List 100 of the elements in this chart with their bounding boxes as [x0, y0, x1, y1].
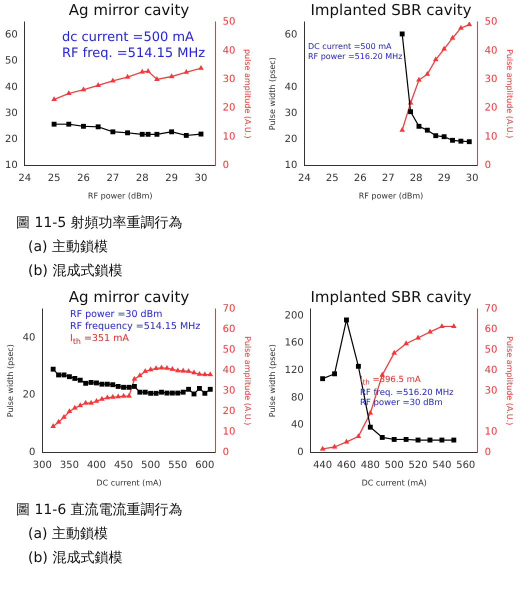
- y2-tick-label: 30: [484, 74, 498, 85]
- point: [56, 372, 62, 378]
- point: [332, 371, 337, 376]
- x-tick-label: 560: [456, 460, 476, 471]
- point: [198, 66, 204, 70]
- annotation: DC current =500 mA: [308, 42, 392, 52]
- point: [186, 386, 192, 392]
- y2-tick-label: 40: [222, 45, 236, 56]
- x-tick-label: 29: [438, 172, 450, 184]
- y2-tick-label: 0: [222, 160, 230, 171]
- point: [192, 370, 196, 374]
- point: [52, 122, 57, 127]
- point: [110, 78, 116, 82]
- y-tick-label: 160: [284, 338, 304, 349]
- x-tick-label: 500: [141, 460, 160, 471]
- caption: 圖 11-6 直流電流重調行為: [16, 501, 184, 520]
- chart-title: Implanted SBR cavity: [310, 0, 472, 19]
- point: [404, 436, 409, 442]
- point: [142, 390, 148, 395]
- point: [344, 439, 349, 444]
- y-tick-label: 20: [284, 134, 298, 145]
- y-tick-label: 40: [284, 82, 298, 93]
- y2-tick-label: 40: [484, 365, 498, 376]
- point: [451, 324, 456, 328]
- point: [62, 372, 66, 378]
- x-tick-label: 24: [18, 172, 32, 184]
- x-axis-title: DC current (mA): [362, 478, 427, 488]
- point: [466, 139, 472, 144]
- y2-tick-label: 50: [484, 16, 498, 28]
- point: [356, 434, 361, 438]
- point: [169, 74, 174, 78]
- y-tick-label: 50: [4, 56, 18, 67]
- y-tick-label: 10: [284, 160, 298, 171]
- point: [458, 25, 464, 30]
- text: (a) 主動鎖模: [27, 238, 109, 257]
- point: [170, 366, 175, 371]
- y-tick-label: 20: [4, 134, 18, 145]
- point: [56, 419, 61, 424]
- point: [425, 72, 430, 76]
- y-tick-label: 20: [22, 390, 36, 401]
- x-tick-label: 480: [360, 460, 380, 471]
- point: [50, 424, 56, 428]
- y-tick-label: 60: [4, 30, 18, 41]
- x-tick-label: 28: [136, 172, 149, 184]
- y2-tick-label: 50: [484, 344, 498, 356]
- text: (a) 主動鎖模: [27, 525, 109, 544]
- point: [116, 394, 120, 398]
- point: [202, 372, 208, 376]
- text: (b) 混成式鎖模: [27, 549, 124, 568]
- point: [83, 380, 88, 386]
- x-tick-label: 550: [168, 460, 188, 471]
- point: [99, 382, 104, 387]
- point: [433, 133, 438, 138]
- y2-tick-label: 10: [484, 426, 498, 438]
- x-axis-title: RF power (dBm): [88, 191, 152, 200]
- point: [184, 132, 189, 138]
- point: [137, 390, 142, 395]
- point: [186, 368, 191, 373]
- x-tick-label: 24: [298, 172, 311, 184]
- point: [125, 130, 130, 136]
- chart-title: Ag mirror cavity: [68, 0, 190, 19]
- x-tick-label: 25: [326, 172, 339, 184]
- point: [320, 446, 325, 451]
- point: [148, 390, 154, 396]
- point: [466, 22, 472, 26]
- point: [442, 46, 446, 51]
- chart-title: Ag mirror cavity: [68, 288, 190, 306]
- point: [66, 374, 72, 380]
- x-tick-label: 400: [86, 460, 106, 471]
- point: [451, 438, 456, 443]
- point: [62, 414, 66, 419]
- caption: 圖 11-5 射頻功率重調行為: [16, 214, 184, 233]
- point: [428, 329, 432, 334]
- point: [105, 395, 110, 400]
- x-tick-label: 460: [336, 460, 356, 471]
- y-tick-label: 10: [4, 160, 18, 171]
- point: [433, 56, 438, 62]
- y2-tick-label: 10: [484, 131, 498, 142]
- point: [428, 438, 432, 443]
- point: [416, 438, 420, 443]
- y2-axis-title: Pulse amplitude (A.U.): [243, 336, 252, 426]
- x-tick-label: 30: [194, 172, 208, 184]
- annotation: RF freq. =514.15 MHz: [62, 46, 206, 62]
- point: [416, 77, 422, 82]
- point: [332, 444, 337, 448]
- point: [180, 390, 186, 395]
- point: [356, 364, 361, 369]
- y-tick-label: 30: [4, 108, 18, 119]
- point: [110, 382, 116, 388]
- chart-title: Implanted SBR cavity: [310, 288, 472, 306]
- x-tick-label: 26: [354, 172, 367, 184]
- y2-axis-title: Pulse amplitude (A.U.): [505, 336, 514, 426]
- point: [159, 365, 164, 370]
- y2-tick-label: 10: [222, 426, 236, 438]
- point: [198, 132, 204, 137]
- y2-tick-label: 0: [484, 160, 492, 171]
- y2-tick-label: 0: [222, 446, 230, 458]
- point: [439, 438, 444, 443]
- x-tick-label: 28: [410, 172, 423, 184]
- point: [67, 408, 72, 414]
